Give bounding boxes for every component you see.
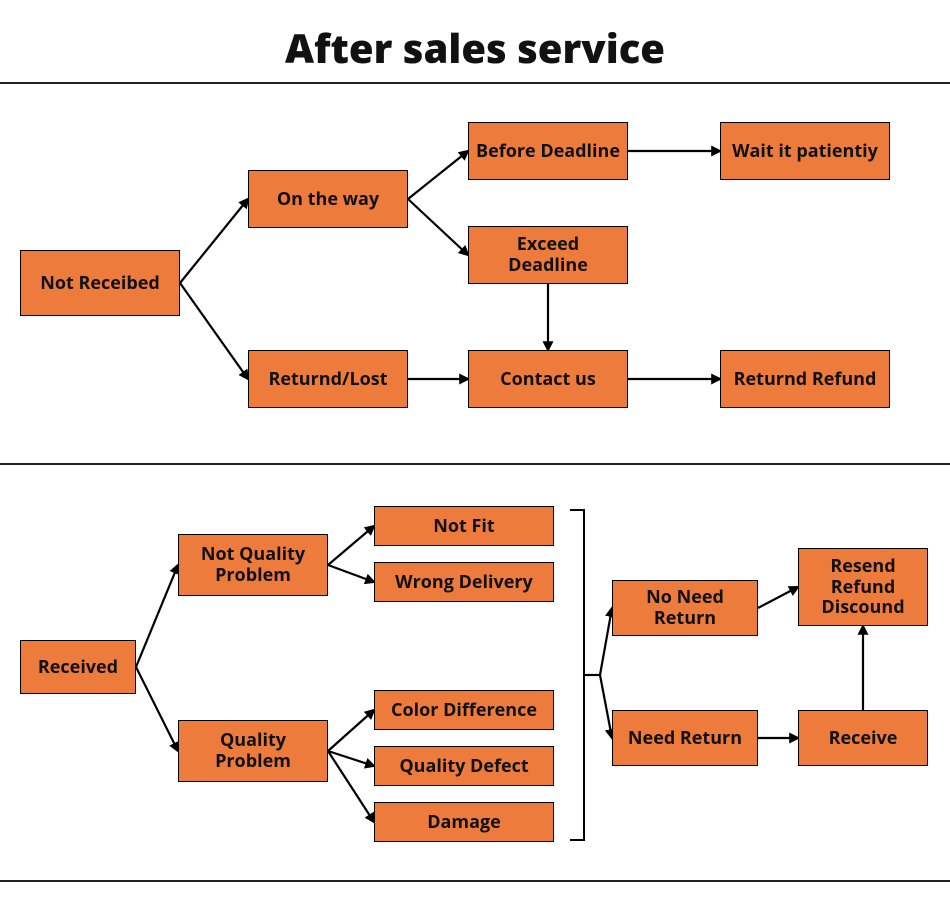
node-no-need-return: No Need Return <box>612 580 758 636</box>
node-quality-defect: Quality Defect <box>374 746 554 786</box>
flowchart-stage: After sales service Not Receibed On the w… <box>0 0 950 901</box>
node-contact-us: Contact us <box>468 350 628 408</box>
node-quality: Quality Problem <box>178 720 328 782</box>
section-divider <box>0 463 950 465</box>
node-need-return: Need Return <box>612 710 758 766</box>
node-received: Received <box>20 640 136 694</box>
diagram-title: After sales service <box>0 20 950 75</box>
node-resend-refund: Resend Refund Discound <box>798 548 928 626</box>
node-returned-lost: Returnd/Lost <box>248 350 408 408</box>
node-wait-patiently: Wait it patientiy <box>720 122 890 180</box>
node-exceed-deadline: Exceed Deadline <box>468 226 628 284</box>
node-returned-refund: Returnd Refund <box>720 350 890 408</box>
node-not-fit: Not Fit <box>374 506 554 546</box>
node-before-deadline: Before Deadline <box>468 122 628 180</box>
node-wrong-delivery: Wrong Delivery <box>374 562 554 602</box>
node-damage: Damage <box>374 802 554 842</box>
node-not-received: Not Receibed <box>20 250 180 316</box>
node-receive: Receive <box>798 710 928 766</box>
node-not-quality: Not Quality Problem <box>178 534 328 596</box>
section-divider <box>0 880 950 882</box>
node-color-diff: Color Difference <box>374 690 554 730</box>
section-divider <box>0 82 950 84</box>
node-on-the-way: On the way <box>248 170 408 228</box>
